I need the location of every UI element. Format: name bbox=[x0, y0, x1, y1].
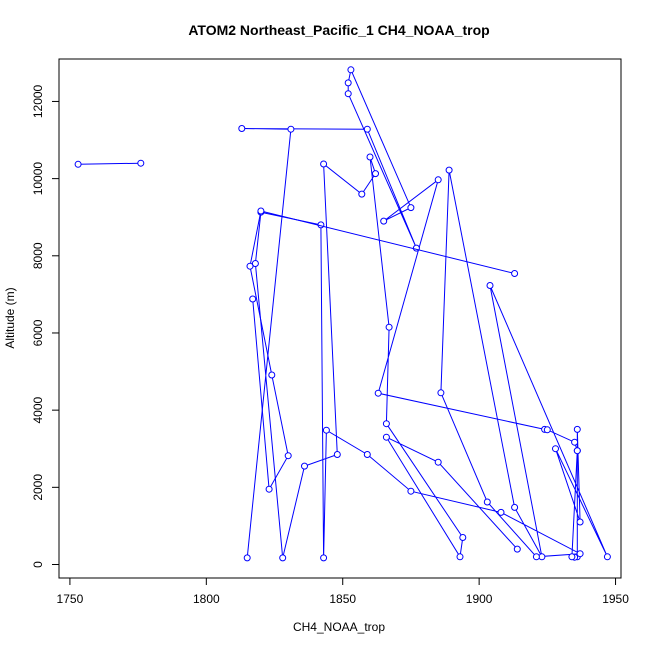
data-point bbox=[363, 451, 371, 458]
data-point bbox=[374, 389, 382, 397]
y-tick-label: 4000 bbox=[31, 396, 45, 423]
data-point bbox=[265, 485, 273, 493]
y-tick-label: 2000 bbox=[31, 474, 45, 501]
data-point bbox=[434, 176, 442, 184]
y-tick-label: 6000 bbox=[31, 319, 45, 346]
data-point bbox=[320, 160, 328, 168]
data-point bbox=[382, 420, 390, 428]
data-point bbox=[573, 425, 581, 433]
series-line bbox=[241, 68, 608, 559]
data-point bbox=[347, 66, 355, 74]
x-tick-label: 1950 bbox=[602, 592, 629, 606]
data-point bbox=[568, 553, 576, 561]
data-point bbox=[445, 166, 453, 174]
x-tick-label: 1900 bbox=[466, 592, 493, 606]
chart-title: ATOM2 Northeast_Pacific_1 CH4_NOAA_trop bbox=[188, 22, 489, 38]
x-tick-label: 1750 bbox=[57, 592, 84, 606]
x-axis-label: CH4_NOAA_trop bbox=[293, 620, 385, 634]
data-point bbox=[380, 217, 388, 225]
y-axis: 0 2000 4000 6000 8000 10000 12000 bbox=[31, 84, 60, 568]
data-point bbox=[511, 270, 519, 277]
data-point bbox=[532, 553, 540, 561]
data-point bbox=[257, 207, 265, 215]
x-axis: 1750 1800 1850 1900 1950 bbox=[57, 577, 629, 606]
data-point bbox=[268, 371, 276, 379]
data-point bbox=[407, 487, 415, 495]
data-point bbox=[372, 170, 379, 178]
data-point bbox=[552, 445, 559, 453]
data-point bbox=[287, 125, 295, 133]
data-point bbox=[344, 79, 352, 87]
data-point bbox=[513, 545, 521, 553]
data-point bbox=[459, 534, 467, 541]
data-point bbox=[320, 554, 328, 562]
series-line bbox=[78, 162, 141, 165]
data-point bbox=[382, 433, 390, 441]
series-layer bbox=[74, 66, 611, 562]
y-tick-label: 12000 bbox=[31, 84, 45, 118]
y-tick-label: 10000 bbox=[31, 162, 45, 196]
data-point bbox=[358, 190, 366, 198]
data-point bbox=[284, 452, 292, 460]
data-point bbox=[246, 262, 254, 270]
data-point bbox=[74, 160, 82, 168]
data-point bbox=[434, 458, 442, 466]
data-point bbox=[243, 554, 251, 562]
data-point bbox=[576, 518, 584, 526]
data-point bbox=[407, 204, 415, 212]
data-point bbox=[301, 462, 308, 470]
y-tick-label: 8000 bbox=[31, 242, 45, 269]
data-point bbox=[511, 503, 519, 511]
data-point bbox=[543, 426, 551, 434]
data-point bbox=[571, 438, 579, 446]
data-point bbox=[249, 295, 257, 303]
data-point bbox=[137, 159, 145, 167]
series-line bbox=[249, 210, 515, 491]
data-point bbox=[486, 282, 494, 289]
data-point bbox=[456, 553, 464, 561]
x-tick-label: 1850 bbox=[329, 592, 356, 606]
data-point bbox=[279, 554, 287, 562]
data-point bbox=[483, 498, 491, 506]
data-point bbox=[385, 323, 393, 331]
data-point bbox=[251, 260, 259, 267]
data-point bbox=[576, 550, 584, 558]
data-point bbox=[497, 508, 505, 516]
data-point bbox=[322, 426, 330, 434]
y-axis-label: Altitude (m) bbox=[3, 287, 17, 348]
data-point bbox=[238, 125, 246, 132]
data-point bbox=[573, 447, 581, 455]
data-point bbox=[333, 451, 341, 458]
plot-frame bbox=[58, 58, 622, 579]
y-tick-label: 0 bbox=[31, 561, 45, 568]
data-point bbox=[603, 553, 611, 561]
data-point bbox=[344, 90, 352, 98]
data-point bbox=[363, 125, 371, 133]
x-tick-label: 1800 bbox=[193, 592, 220, 606]
data-point bbox=[437, 389, 445, 397]
data-point bbox=[366, 153, 374, 161]
